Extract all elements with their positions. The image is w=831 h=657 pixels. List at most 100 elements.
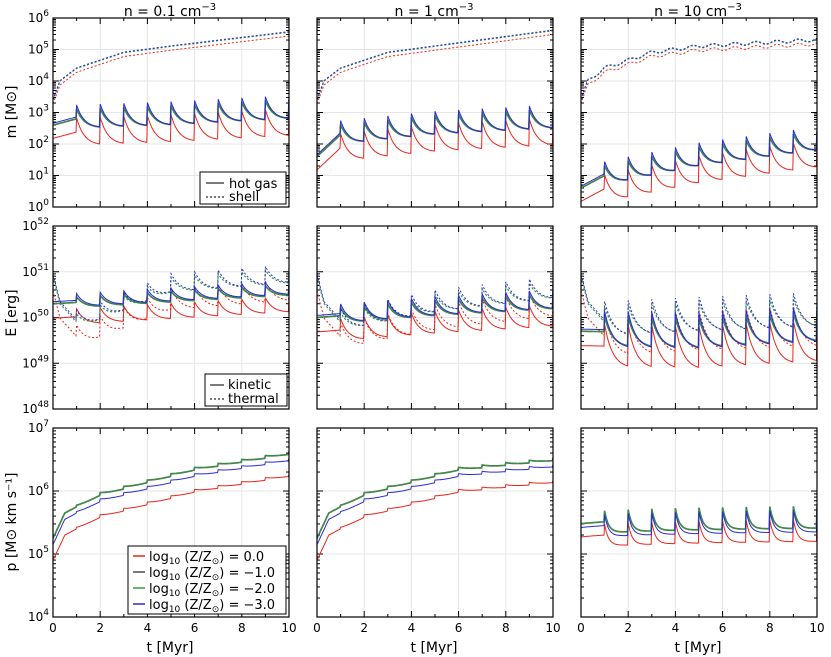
legend-mass: hot gas shell — [199, 171, 287, 205]
panel-frame — [52, 427, 290, 618]
line-shell-z0.0 — [53, 35, 289, 104]
line-momentum-z-1.0 — [53, 451, 289, 539]
legend-z1: log10 (Z/Z⊙) = −1.0 — [149, 566, 275, 583]
legend-z0: log10 (Z/Z⊙) = 0.0 — [149, 550, 264, 567]
y-tick-label: 1050 — [22, 309, 49, 325]
panel-r1-c2 — [580, 225, 818, 410]
line-thermal-z-3.0 — [317, 274, 553, 326]
line-shell-z0.0 — [581, 42, 817, 104]
line-shell-z-2.0 — [581, 38, 817, 101]
x-tick-label: 8 — [502, 621, 510, 635]
legend-shell: shell — [229, 190, 259, 205]
column-title-1: n = 1 cm−3 — [395, 2, 474, 20]
panel-r1-c1 — [316, 225, 554, 410]
x-tick-label: 0 — [313, 621, 321, 635]
panel-frame — [580, 225, 818, 410]
series-group — [53, 451, 289, 561]
series-group — [317, 29, 553, 171]
line-thermal-z-3.0 — [581, 274, 817, 335]
panel-r2-c0: 0 2 4 6 8 10 107 106 105 104 — [28, 419, 297, 635]
y-tick-label: 106 — [28, 482, 49, 498]
y-tick-label: 105 — [28, 41, 49, 57]
column-title-2: n = 10 cm−3 — [654, 2, 742, 20]
series-group — [53, 31, 289, 145]
line-thermal-z-2.0 — [317, 276, 553, 326]
legend-hot-gas: hot gas — [229, 177, 278, 192]
x-tick-label: 4 — [672, 621, 680, 635]
x-tick-label: 2 — [360, 621, 368, 635]
x-tick-label: 4 — [408, 621, 416, 635]
panel-r0-c2 — [580, 17, 818, 208]
line-momentum-z-3.0 — [53, 457, 289, 545]
x-tick-label: 8 — [238, 621, 246, 635]
y-tick-label: 1051 — [22, 263, 49, 279]
line-shell-z-2.0 — [317, 30, 553, 101]
y-tick-label: 103 — [28, 104, 49, 120]
series-group — [581, 274, 817, 368]
x-tick-label: 10 — [809, 621, 824, 635]
x-tick-label: 2 — [96, 621, 104, 635]
x-label-0: t [Myr] — [147, 640, 194, 656]
legend-energy: kinetic thermal — [204, 373, 288, 407]
legend-kinetic: kinetic — [228, 378, 271, 393]
line-shell-z-2.0 — [53, 31, 289, 101]
y-tick-label: 104 — [28, 72, 49, 88]
x-tick-label: 10 — [545, 621, 560, 635]
line-kinetic-z-3.0 — [53, 281, 289, 306]
line-kinetic-z0.0 — [53, 296, 289, 324]
panel-frame — [52, 225, 290, 410]
line-momentum-z-2.0 — [317, 457, 553, 539]
y-tick-label: 1052 — [22, 217, 49, 233]
panel-r2-c2: 0 2 4 6 8 10 — [577, 427, 825, 635]
y-tick-label: 105 — [28, 545, 49, 561]
x-tick-label: 8 — [766, 621, 774, 635]
x-label-1: t [Myr] — [411, 640, 458, 656]
x-tick-label: 0 — [577, 621, 585, 635]
series-group — [317, 457, 553, 561]
legend-metallicity: log10 (Z/Z⊙) = 0.0 log10 (Z/Z⊙) = −1.0 l… — [127, 545, 287, 615]
line-shell-z-3.0 — [53, 31, 289, 100]
panel-frame — [316, 427, 554, 618]
line-shell-z-1.0 — [317, 30, 553, 101]
x-tick-label: 10 — [281, 621, 296, 635]
line-momentum-z0.0 — [53, 473, 289, 561]
x-tick-label: 2 — [624, 621, 632, 635]
line-hot-gas-z-3.0 — [317, 104, 553, 156]
y-tick-label: 106 — [28, 9, 49, 25]
y-tick-label: 107 — [28, 419, 49, 435]
y-label-momentum: p [M⊙ km s⁻¹] — [4, 472, 20, 571]
panel-grid: 1061051041031021011001052105110501049104… — [22, 9, 824, 635]
legend-thermal: thermal — [228, 392, 279, 407]
line-shell-z-3.0 — [581, 37, 817, 100]
series-group — [581, 506, 817, 546]
x-tick-label: 6 — [719, 621, 727, 635]
line-shell-z-1.0 — [53, 31, 289, 101]
line-thermal-z-2.0 — [581, 276, 817, 335]
panel-r0-c0: 106 105 104 103 102 101 100 — [28, 9, 290, 214]
legend-z2: log10 (Z/Z⊙) = −2.0 — [149, 582, 275, 599]
y-tick-label: 102 — [28, 135, 49, 151]
panel-r1-c0: 1052 1051 1050 1049 1048 — [22, 217, 290, 416]
panel-r2-c1: 0 2 4 6 8 10 — [313, 427, 561, 635]
line-shell-z-1.0 — [581, 38, 817, 101]
panel-r0-c1 — [316, 17, 554, 208]
y-tick-label: 104 — [28, 608, 49, 624]
y-tick-label: 1048 — [22, 400, 49, 416]
line-hot-gas-z-3.0 — [581, 126, 817, 187]
line-shell-z-3.0 — [317, 29, 553, 100]
panel-frame — [580, 17, 818, 208]
x-tick-label: 6 — [191, 621, 199, 635]
panel-frame — [580, 427, 818, 618]
y-tick-label: 100 — [28, 198, 49, 214]
line-momentum-z-2.0 — [53, 451, 289, 539]
panel-frame — [316, 225, 554, 410]
column-title-0: n = 0.1 cm−3 — [124, 2, 216, 20]
line-thermal-z0.0 — [317, 290, 553, 344]
x-label-2: t [Myr] — [675, 640, 722, 656]
y-label-mass: m [M⊙] — [4, 86, 20, 139]
panel-frame — [316, 17, 554, 208]
series-group — [581, 37, 817, 202]
series-group — [53, 264, 289, 339]
line-thermal-z-3.0 — [53, 264, 289, 321]
